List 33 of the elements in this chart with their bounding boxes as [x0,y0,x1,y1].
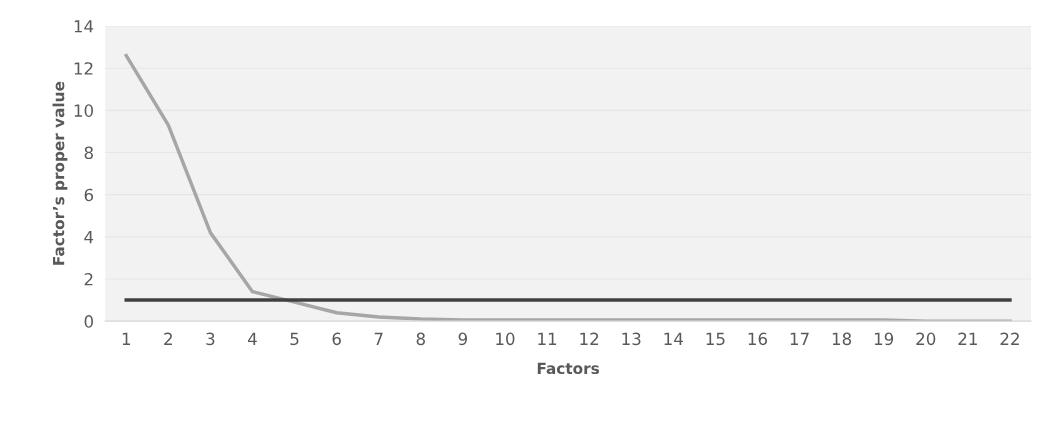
y-tick-label: 12 [74,62,93,75]
y-tick-label: 14 [74,20,94,33]
x-tick-label: 14 [664,332,683,345]
y-axis-title: Factor’s proper value [52,81,68,265]
x-tick-label: 21 [958,332,977,345]
x-tick-label: 3 [206,332,215,346]
x-tick-label: 2 [164,332,172,345]
x-tick-label: 18 [832,332,852,346]
x-tick-label: 6 [332,332,341,346]
x-tick-label: 4 [247,332,257,345]
x-tick-label: 20 [916,332,936,346]
x-tick-label: 16 [748,332,767,346]
y-tick-label: 10 [74,104,93,117]
y-tick-label: 4 [84,231,94,244]
x-tick-label: 5 [290,332,299,346]
x-tick-label: 9 [458,332,468,346]
x-tick-label: 12 [580,332,599,345]
x-tick-label: 7 [374,332,383,345]
y-tick-label: 0 [84,315,93,328]
x-axis-title: Factors [537,362,600,375]
y-tick-label: 2 [84,272,93,286]
x-tick-label: 15 [706,332,725,346]
x-tick-label: 11 [538,332,557,345]
x-tick-label: 10 [496,332,515,346]
x-tick-label: 22 [1000,332,1019,345]
x-tick-label: 17 [790,332,809,345]
y-tick-label: 6 [84,188,94,202]
y-tick-label: 8 [84,146,93,160]
x-tick-label: 1 [122,332,130,345]
x-tick-label: 8 [416,332,425,346]
x-tick-label: 19 [874,332,894,346]
line-series [124,53,1012,322]
x-tick-label: 13 [622,332,641,346]
